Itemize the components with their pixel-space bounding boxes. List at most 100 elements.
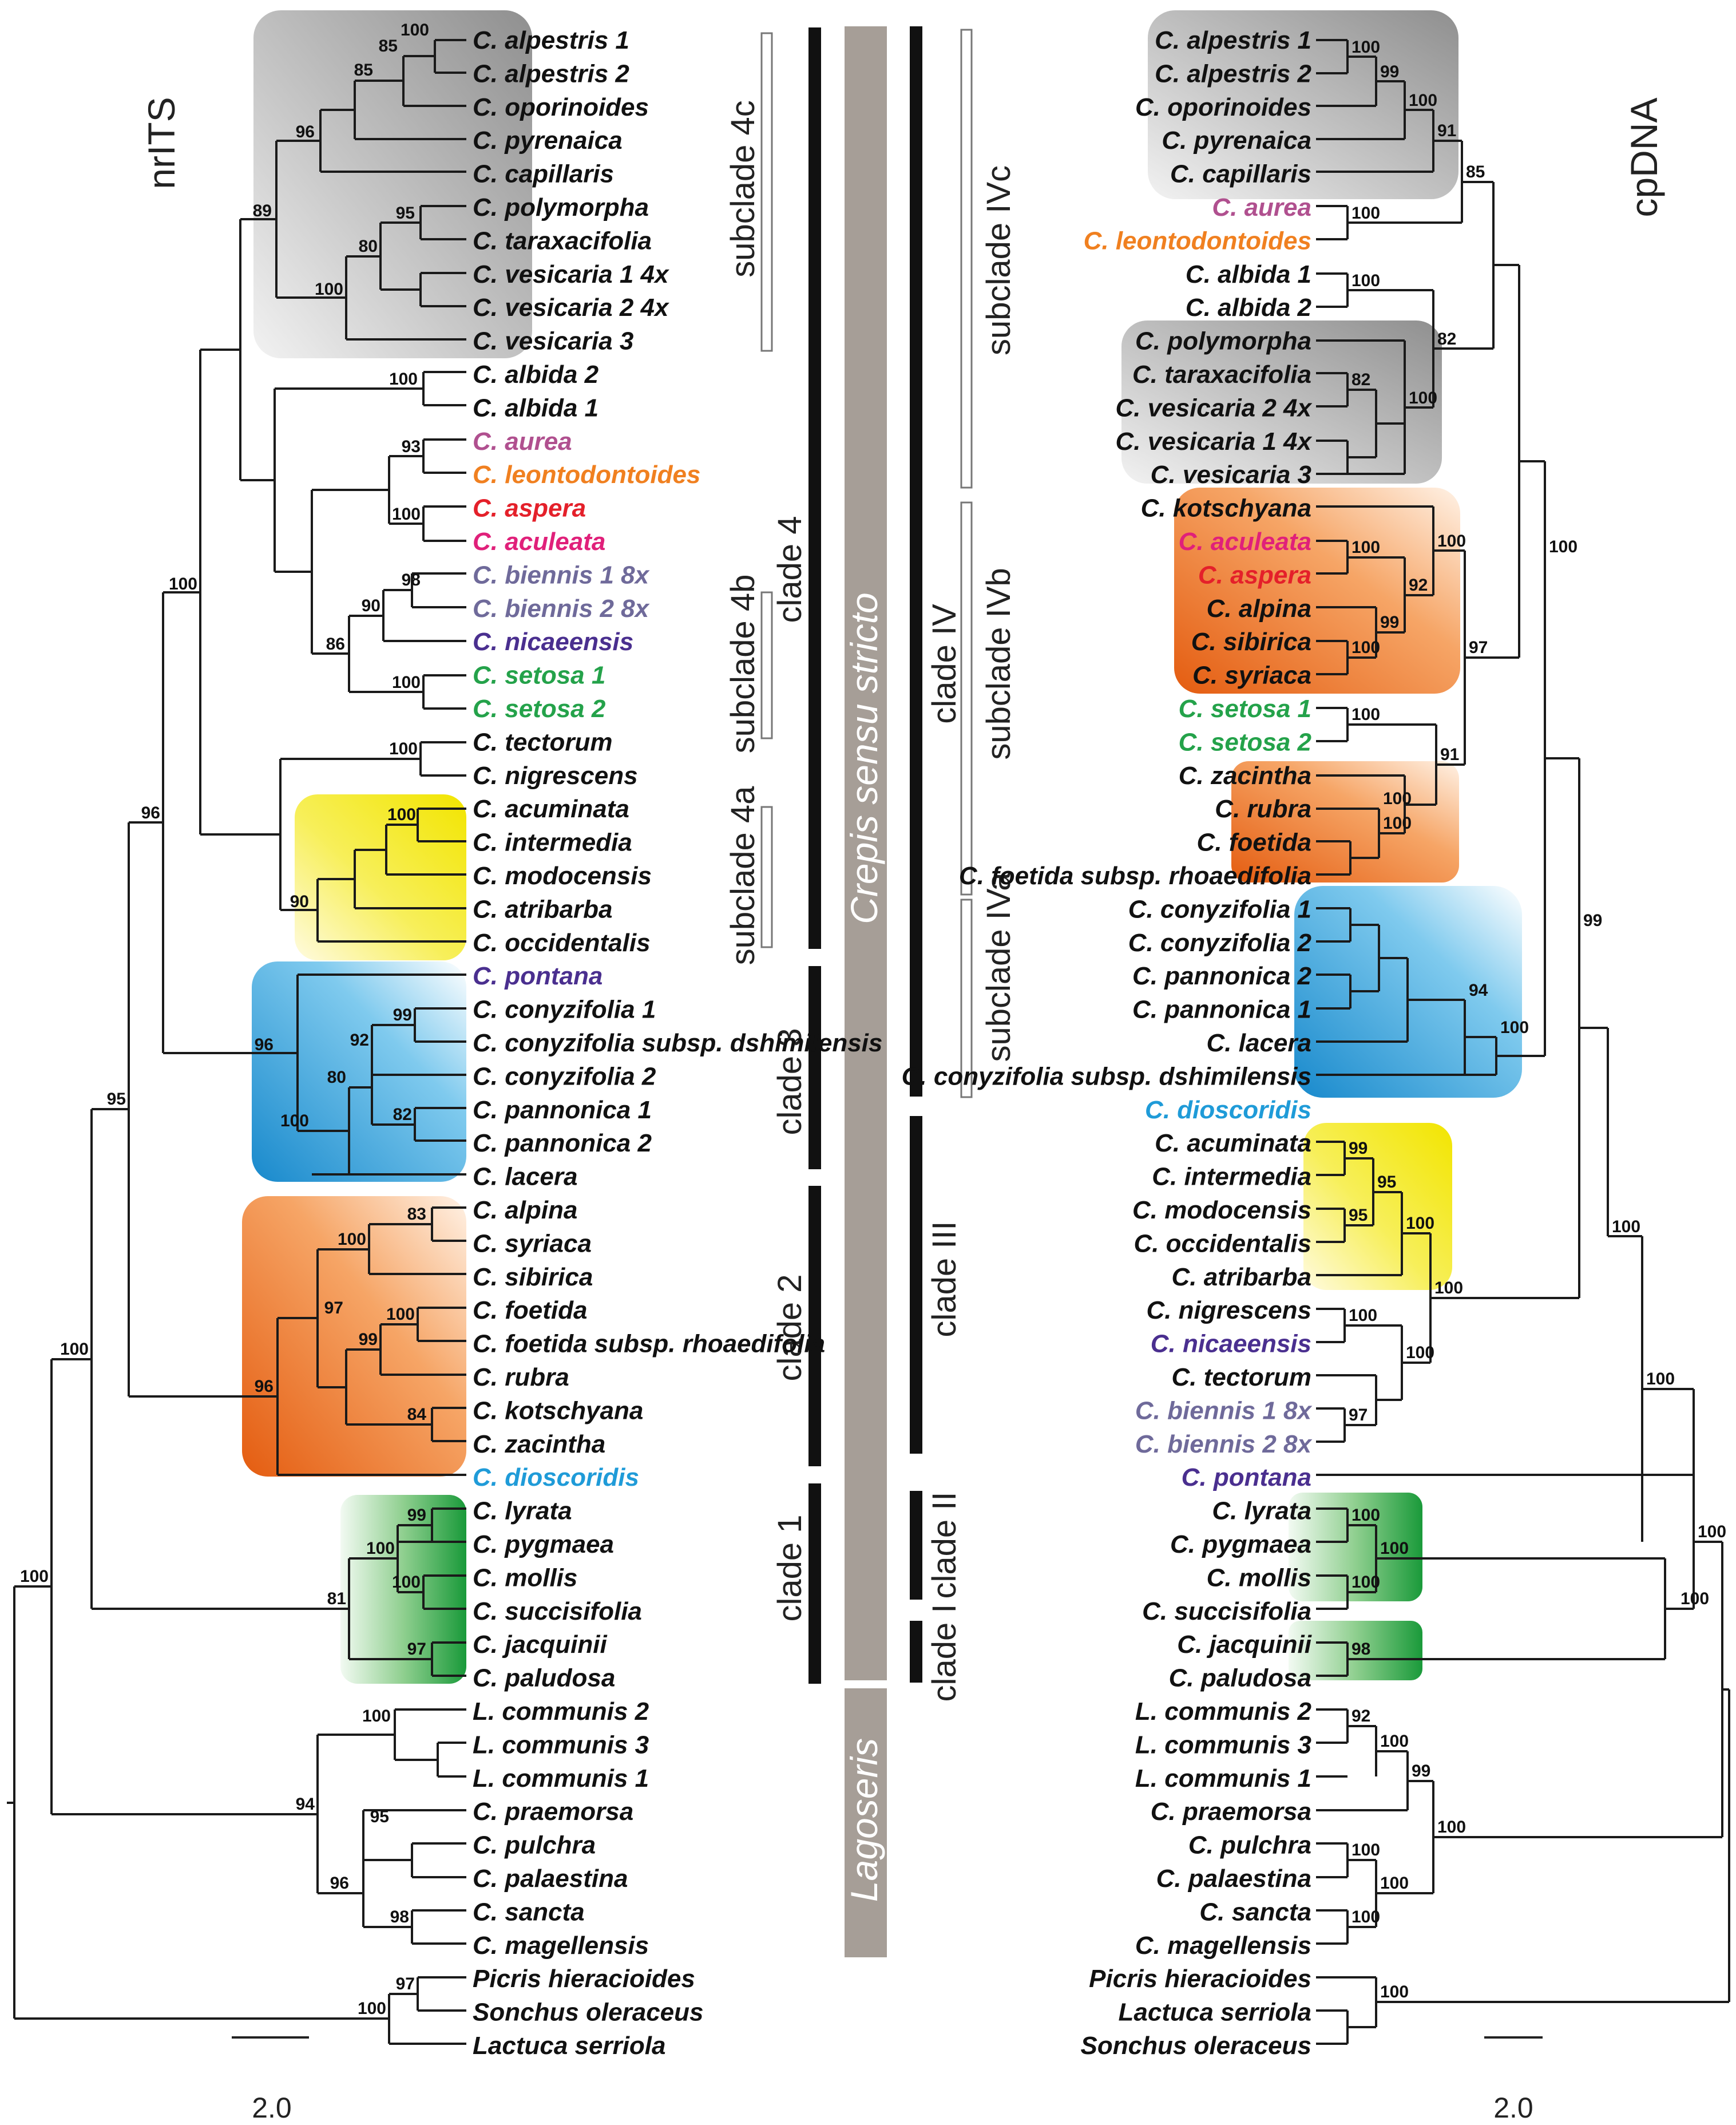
taxon-label: C. pyrenaica <box>473 126 623 155</box>
left-blue-box <box>252 961 466 1182</box>
taxon-label: C. tectorum <box>1172 1363 1311 1391</box>
taxon-label: C. leontodontoides <box>1084 227 1311 255</box>
clade-IV-bar <box>910 26 922 1097</box>
taxon-label: Picris hieracioides <box>473 1965 695 1993</box>
support-value: 92 <box>350 1031 369 1050</box>
taxon-label: C. alpestris 2 <box>473 60 629 88</box>
right-tree-title: cpDNA <box>1623 97 1665 217</box>
taxon-label: C. magellensis <box>473 1932 649 1960</box>
support-value: 100 <box>1351 1841 1380 1859</box>
support-value: 100 <box>1351 1573 1380 1592</box>
taxon-label: C. aculeata <box>473 528 605 556</box>
taxon-label: C. pygmaea <box>473 1530 614 1558</box>
support-value: 95 <box>370 1807 389 1826</box>
right-tree-branches <box>1316 39 1730 2045</box>
support-value: 99 <box>1349 1139 1368 1158</box>
support-value: 100 <box>1383 789 1412 808</box>
taxon-label: C. kotschyana <box>1141 494 1311 523</box>
taxon-label: C. polymorpha <box>1135 327 1311 355</box>
taxon-label: C. vesicaria 2 4x <box>473 294 669 322</box>
support-value: 96 <box>330 1874 349 1893</box>
lagoseris-label: Lagoseris <box>843 1738 885 1902</box>
taxon-label: Lactuca serriola <box>1119 1999 1312 2027</box>
taxon-label: C. atribarba <box>1171 1263 1311 1291</box>
taxon-label: L. communis 2 <box>1135 1697 1312 1726</box>
taxon-label: L. communis 1 <box>473 1764 649 1792</box>
support-value: 100 <box>1409 91 1437 110</box>
support-value: 99 <box>393 1006 412 1024</box>
support-value: 95 <box>396 204 415 223</box>
taxon-label: C. tectorum <box>473 728 612 756</box>
support-value: 100 <box>1380 1874 1409 1893</box>
support-value: 80 <box>327 1068 346 1087</box>
support-value: 82 <box>1437 330 1456 349</box>
support-value: 100 <box>1349 1306 1377 1325</box>
support-value: 98 <box>390 1908 409 1926</box>
taxon-label: C. vesicaria 1 4x <box>473 260 669 288</box>
support-value: 90 <box>290 892 309 911</box>
clade-4-bar <box>808 27 821 949</box>
support-value: 99 <box>1380 62 1399 81</box>
taxon-label: C. albida 1 <box>473 394 599 422</box>
support-value: 91 <box>1437 121 1456 140</box>
right-support-values: 100 99 100 91 100 100 82 99 100 82 85 10… <box>1349 38 1726 2001</box>
taxon-label: C. vesicaria 3 <box>1151 461 1311 489</box>
taxon-label: C. pontana <box>1182 1463 1311 1491</box>
support-value: 97 <box>407 1640 426 1659</box>
subclade-IVb-bar <box>960 501 973 896</box>
support-value: 94 <box>1469 981 1488 1000</box>
support-value: 97 <box>1469 638 1488 657</box>
left-orange-box <box>242 1196 466 1477</box>
support-value: 100 <box>386 1305 415 1324</box>
support-value: 82 <box>1351 370 1370 389</box>
support-value: 96 <box>255 1035 274 1054</box>
taxon-label: C. vesicaria 2 4x <box>1116 394 1313 422</box>
left-highlight-boxes <box>242 10 532 1684</box>
support-value: 95 <box>107 1090 126 1109</box>
taxon-label: C. aurea <box>473 428 572 456</box>
taxon-label: C. aspera <box>473 494 586 523</box>
taxon-label: C. zacintha <box>473 1430 605 1458</box>
center-column: Crepis sensu stricto Lagoseris <box>843 26 887 1957</box>
support-value: 84 <box>407 1405 427 1424</box>
taxon-label: C. pannonica 2 <box>473 1129 652 1157</box>
subclade-4c-label: subclade 4c <box>724 100 762 278</box>
taxon-label: Lactuca serriola <box>473 2032 666 2060</box>
taxon-label: C. alpina <box>1207 595 1311 623</box>
taxon-label: C. conyzifolia subsp. dshimilensis <box>902 1062 1311 1090</box>
taxon-label: Sonchus oleraceus <box>1081 2032 1311 2060</box>
left-tree-branches <box>7 39 466 2045</box>
support-value: 100 <box>1549 537 1578 556</box>
support-value: 100 <box>389 739 418 758</box>
taxon-label: C. aurea <box>1212 193 1311 221</box>
taxon-label: C. syriaca <box>1192 662 1311 690</box>
support-value: 97 <box>324 1299 343 1317</box>
taxon-label: C. alpestris 1 <box>473 26 629 54</box>
taxon-label: C. occidentalis <box>1133 1229 1311 1257</box>
taxon-label: C. conyzifolia 1 <box>1128 895 1311 923</box>
taxon-label: C. biennis 2 8x <box>1135 1430 1313 1458</box>
taxon-label: C. nicaeensis <box>473 628 633 656</box>
support-value: 100 <box>1351 638 1380 657</box>
support-value: 92 <box>1351 1707 1370 1726</box>
taxon-label: C. foetida subsp. rhoaedifolia <box>473 1330 825 1358</box>
support-value: 100 <box>1680 1589 1709 1608</box>
support-value: 99 <box>1412 1762 1430 1780</box>
clade-1-label: clade 1 <box>771 1514 808 1621</box>
support-value: 100 <box>1409 389 1437 407</box>
taxon-label: C. pannonica 1 <box>473 1096 652 1124</box>
subclade-4b-bar <box>760 591 773 739</box>
taxon-label: C. modocensis <box>1132 1196 1311 1224</box>
support-value: 92 <box>1409 576 1428 595</box>
taxon-label: C. pulchra <box>1188 1831 1311 1859</box>
taxon-label: C. vesicaria 1 4x <box>1116 428 1313 456</box>
support-value: 96 <box>296 122 315 141</box>
support-value: 98 <box>402 571 421 589</box>
clade-III-label: clade III <box>926 1221 963 1337</box>
support-value: 100 <box>389 370 418 389</box>
support-value: 100 <box>1351 1506 1380 1525</box>
taxon-label: C. paludosa <box>473 1664 615 1692</box>
right-orange-box-1 <box>1174 488 1460 694</box>
subclade-4b-label: subclade 4b <box>724 575 762 754</box>
